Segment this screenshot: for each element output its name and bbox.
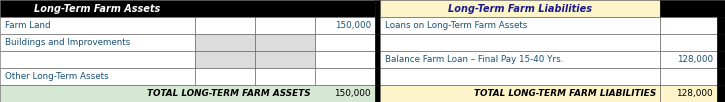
- Bar: [255, 51, 315, 68]
- Bar: [375, 17, 380, 34]
- Bar: [375, 68, 380, 85]
- Bar: [0, 0, 375, 17]
- Bar: [380, 85, 660, 102]
- Text: Balance Farm Loan – Final Pay 15-40 Yrs.: Balance Farm Loan – Final Pay 15-40 Yrs.: [385, 55, 563, 64]
- Text: Long-Term Farm Liabilities: Long-Term Farm Liabilities: [448, 3, 592, 13]
- Bar: [0, 85, 375, 102]
- Text: TOTAL LONG-TERM FARM ASSETS: TOTAL LONG-TERM FARM ASSETS: [147, 89, 311, 98]
- Bar: [717, 51, 725, 68]
- Text: Farm Land: Farm Land: [5, 21, 51, 30]
- Bar: [375, 85, 380, 102]
- Bar: [0, 51, 195, 68]
- Bar: [195, 68, 255, 85]
- Bar: [0, 17, 195, 34]
- Bar: [195, 34, 255, 51]
- Bar: [375, 34, 380, 51]
- Text: Other Long-Term Assets: Other Long-Term Assets: [5, 72, 109, 81]
- Bar: [315, 68, 375, 85]
- Bar: [660, 17, 717, 34]
- Bar: [660, 68, 717, 85]
- Bar: [315, 17, 375, 34]
- Text: 150,000: 150,000: [334, 89, 371, 98]
- Text: TOTAL LONG-TERM FARM LIABILITIES: TOTAL LONG-TERM FARM LIABILITIES: [473, 89, 656, 98]
- Bar: [717, 85, 725, 102]
- Bar: [375, 51, 380, 68]
- Text: Buildings and Improvements: Buildings and Improvements: [5, 38, 130, 47]
- Bar: [660, 0, 725, 17]
- Bar: [0, 34, 195, 51]
- Bar: [380, 68, 660, 85]
- Bar: [717, 17, 725, 34]
- Bar: [380, 17, 660, 34]
- Bar: [195, 17, 255, 34]
- Bar: [717, 68, 725, 85]
- Bar: [660, 85, 717, 102]
- Bar: [0, 68, 195, 85]
- Text: Long-Term Farm Assets: Long-Term Farm Assets: [34, 3, 161, 13]
- Bar: [255, 17, 315, 34]
- Bar: [380, 34, 660, 51]
- Text: 150,000: 150,000: [335, 21, 371, 30]
- Bar: [315, 51, 375, 68]
- Bar: [195, 51, 255, 68]
- Bar: [255, 34, 315, 51]
- Bar: [315, 34, 375, 51]
- Bar: [375, 0, 380, 17]
- Bar: [660, 34, 717, 51]
- Bar: [717, 34, 725, 51]
- Text: 128,000: 128,000: [677, 55, 713, 64]
- Bar: [380, 51, 660, 68]
- Bar: [380, 0, 660, 17]
- Text: Loans on Long-Term Farm Assets: Loans on Long-Term Farm Assets: [385, 21, 527, 30]
- Text: 128,000: 128,000: [676, 89, 713, 98]
- Bar: [660, 51, 717, 68]
- Bar: [255, 68, 315, 85]
